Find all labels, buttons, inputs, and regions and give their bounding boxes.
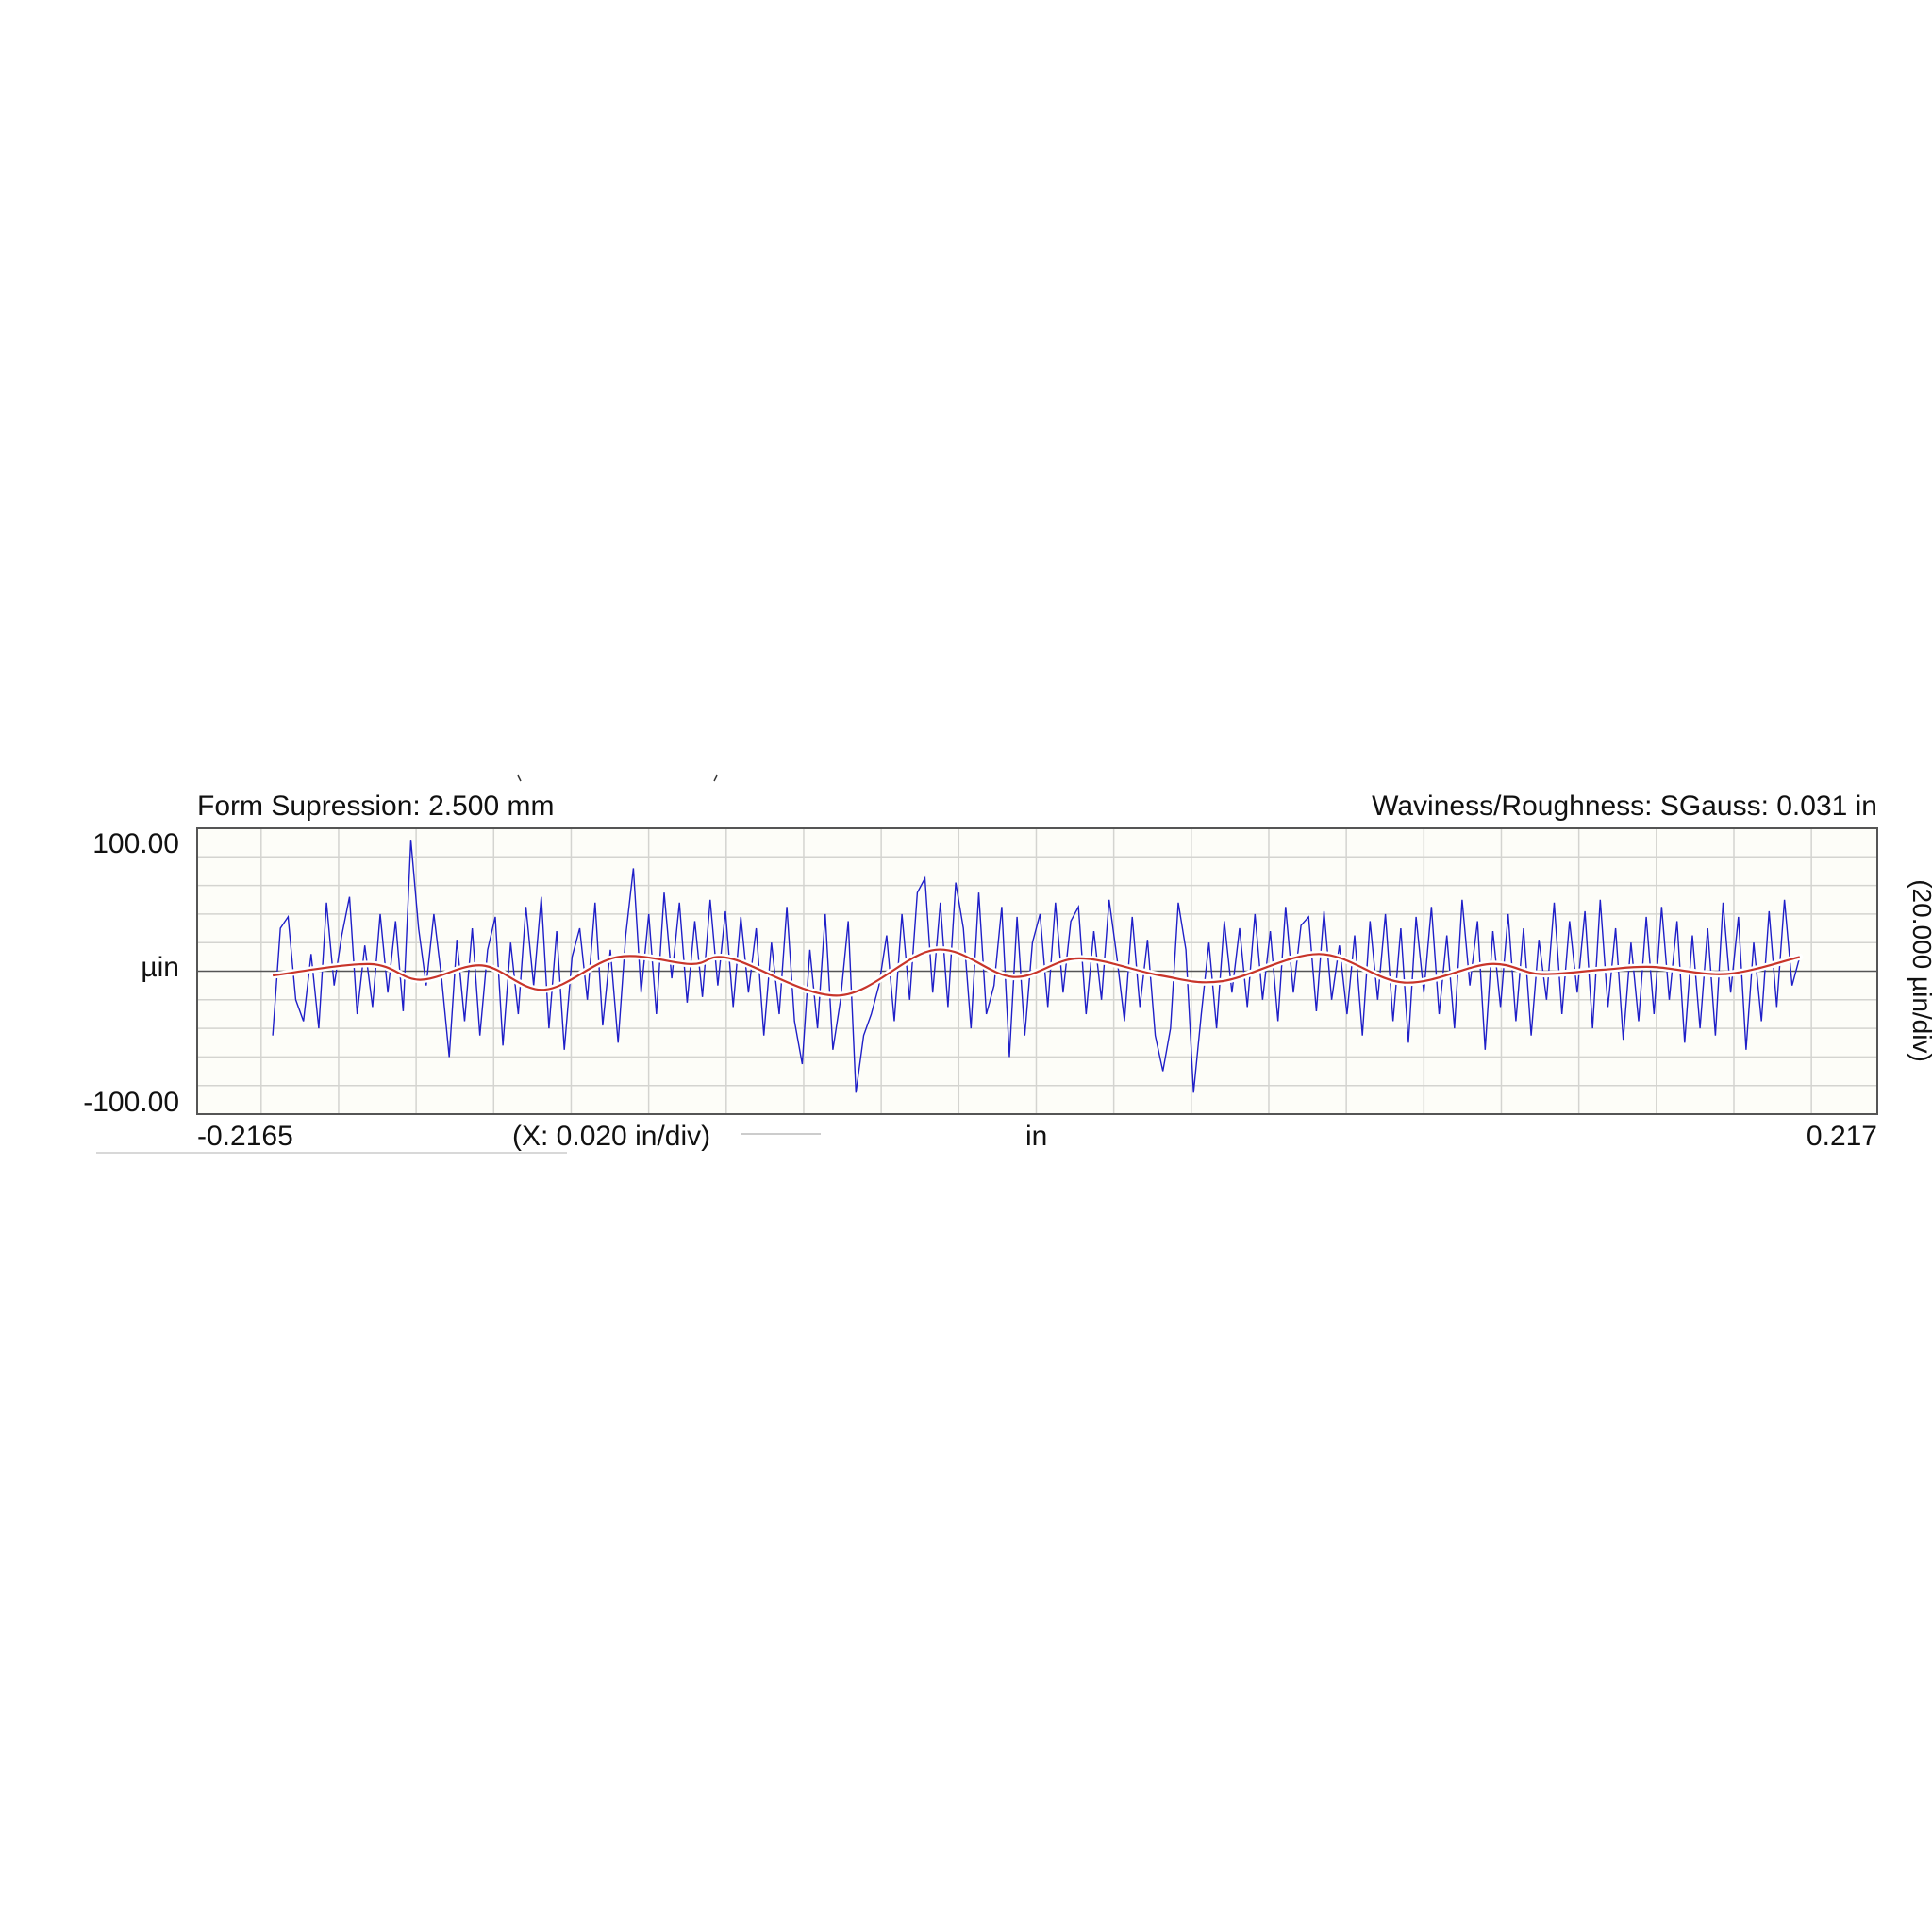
tick-mark-right [713, 774, 718, 782]
y-unit-label: µin [141, 952, 179, 983]
waviness-series-line [272, 948, 1801, 997]
roughness-series-line [272, 840, 1801, 1093]
x-max-label: 0.217 [1806, 1121, 1877, 1152]
form-suppression-title: Form Supression: 2.500 mm [197, 791, 555, 822]
x-scale-label: (X: 0.020 in/div) [512, 1121, 711, 1152]
x-unit-label: in [1025, 1121, 1048, 1152]
y-max-label: 100.00 [92, 828, 179, 859]
filter-title: Waviness/Roughness: SGauss: 0.031 in [1372, 791, 1877, 822]
tick-mark-left [517, 774, 522, 782]
x-min-label: -0.2165 [197, 1121, 293, 1152]
plot-border [196, 827, 1878, 1115]
y-min-label: -100.00 [83, 1087, 179, 1118]
y-scale-label: (20.000 µin/div) [1907, 879, 1932, 1062]
